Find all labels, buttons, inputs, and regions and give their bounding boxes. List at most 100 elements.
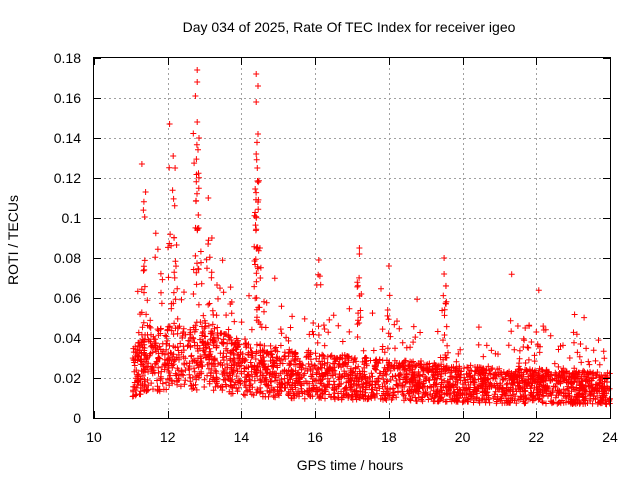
data-point (386, 292, 393, 299)
data-point (214, 282, 220, 288)
data-point (360, 347, 367, 354)
data-point (194, 119, 201, 125)
data-point (356, 245, 363, 251)
data-point (157, 270, 164, 277)
data-point (440, 292, 447, 299)
data-point (356, 251, 363, 257)
data-point (441, 271, 448, 277)
data-point (507, 317, 514, 324)
data-point (253, 189, 260, 196)
data-point (384, 345, 391, 352)
data-point (171, 274, 178, 281)
data-point (309, 378, 316, 385)
data-point (165, 244, 171, 251)
data-point (571, 339, 577, 346)
data-point (403, 344, 410, 351)
data-point (214, 324, 221, 331)
data-point (383, 371, 390, 378)
data-point (231, 318, 238, 325)
x-tick-label: 14 (234, 429, 250, 445)
x-tick-label: 22 (528, 429, 544, 445)
data-point (138, 161, 145, 167)
data-point (592, 357, 599, 364)
data-point (252, 186, 259, 192)
data-point (253, 71, 260, 77)
data-point (301, 395, 308, 402)
data-point (152, 230, 159, 237)
data-point (315, 257, 322, 263)
data-point (162, 332, 169, 339)
data-point (346, 328, 353, 335)
data-point (379, 326, 386, 333)
data-point (254, 165, 261, 171)
data-point (595, 337, 602, 344)
data-point (228, 310, 235, 317)
data-point (328, 352, 335, 359)
data-point (341, 368, 348, 375)
data-point (152, 254, 159, 261)
data-point (255, 206, 262, 213)
data-point (154, 326, 161, 333)
data-point (533, 329, 540, 335)
data-point (195, 185, 202, 192)
data-point (394, 318, 400, 325)
data-point (600, 348, 607, 355)
data-point (255, 83, 261, 89)
data-point (171, 320, 178, 327)
data-point (140, 207, 147, 214)
data-point (181, 360, 188, 367)
data-point (310, 320, 317, 326)
data-point (198, 280, 205, 287)
data-point (301, 315, 308, 322)
data-point (170, 289, 177, 296)
data-point (190, 130, 197, 137)
data-point (248, 326, 255, 333)
y-tick-label: 0.02 (54, 370, 81, 386)
y-tick-label: 0 (73, 410, 81, 426)
data-point (167, 231, 174, 238)
y-tick-label: 0.1 (62, 210, 82, 226)
data-point (346, 305, 353, 312)
data-point (520, 344, 527, 350)
data-point (201, 376, 208, 383)
data-point (414, 296, 421, 303)
y-tick-label: 0.12 (54, 170, 81, 186)
data-point (315, 332, 322, 338)
data-point (194, 67, 201, 73)
data-point (539, 399, 546, 406)
data-point (147, 324, 154, 331)
data-point (242, 392, 248, 399)
data-point (253, 151, 260, 157)
data-point (215, 295, 221, 302)
data-point (399, 339, 406, 346)
data-point (508, 271, 515, 278)
data-point (378, 285, 384, 292)
data-point (321, 326, 328, 332)
data-point (321, 342, 328, 349)
data-point (210, 311, 217, 318)
data-point (335, 322, 342, 329)
data-point (208, 269, 215, 276)
data-point (193, 141, 200, 148)
data-point (586, 361, 593, 368)
data-point (410, 358, 417, 365)
data-point (206, 300, 213, 307)
data-point (240, 391, 247, 398)
data-point (571, 365, 578, 372)
y-tick-label: 0.06 (54, 290, 81, 306)
data-point (208, 274, 215, 281)
data-point (325, 329, 332, 336)
data-point (354, 283, 361, 290)
data-point (194, 79, 201, 85)
data-point (552, 394, 559, 401)
data-point (315, 323, 322, 330)
data-point (362, 354, 369, 361)
y-tick-labels: 0 0.02 0.04 0.06 0.08 0.1 0.12 0.14 0.16 0.18 (54, 50, 81, 426)
data-point (258, 324, 265, 331)
data-point (287, 324, 294, 331)
data-point (257, 275, 264, 281)
data-point (195, 301, 202, 308)
data-point (475, 324, 482, 331)
data-point (148, 380, 155, 387)
data-point (410, 323, 417, 330)
